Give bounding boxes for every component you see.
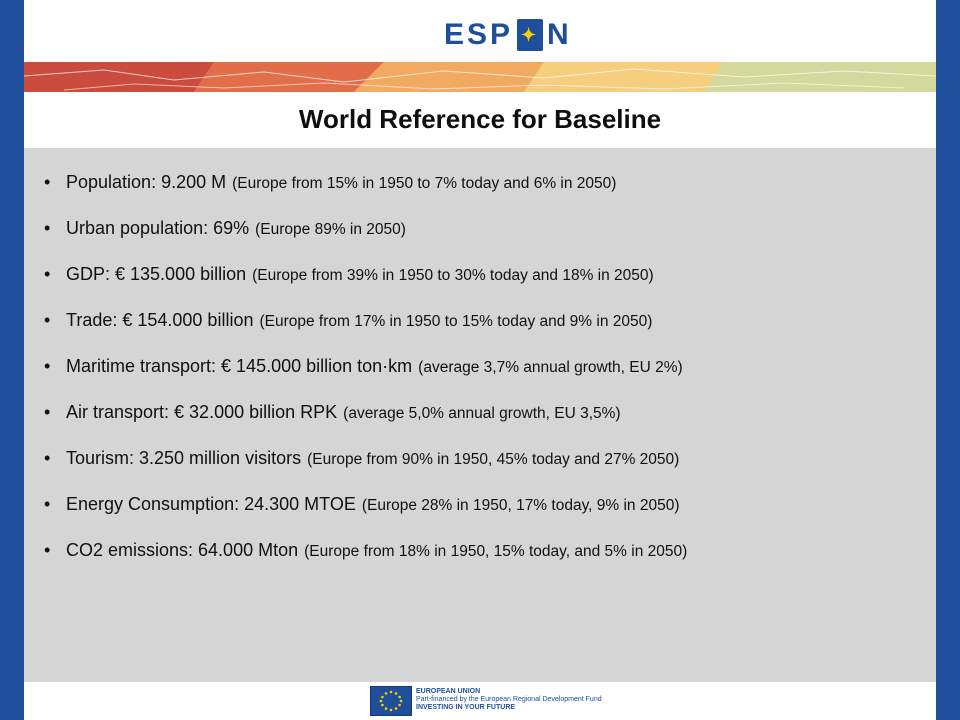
bullet-main: Trade: € 154.000 billion: [66, 310, 254, 330]
bullet-main: Energy Consumption: 24.300 MTOE: [66, 494, 356, 514]
bullet-air-transport: Air transport: € 32.000 billion RPK (ave…: [44, 402, 687, 448]
footer-line-slogan: INVESTING IN YOUR FUTURE: [416, 704, 516, 711]
bullet-note: (Europe from 18% in 1950, 15% today, and…: [304, 543, 688, 560]
content-panel: Population: 9.200 M (Europe from 15% in …: [24, 148, 936, 682]
footer-line-fund: Part-financed by the European Regional D…: [416, 696, 602, 703]
logo-text-left: ESP: [444, 18, 514, 51]
bullet-main: GDP: € 135.000 billion: [66, 264, 247, 284]
bullet-main: CO2 emissions: 64.000 Mton: [66, 540, 299, 560]
bullet-note: (Europe from 17% in 1950 to 15% today an…: [259, 313, 653, 330]
bullet-trade: Trade: € 154.000 billion (Europe from 17…: [44, 310, 687, 356]
bullet-co2-emissions: CO2 emissions: 64.000 Mton (Europe from …: [44, 540, 687, 586]
bullet-main: Maritime transport: € 145.000 billion to…: [66, 356, 413, 376]
bullet-tourism: Tourism: 3.250 million visitors (Europe …: [44, 448, 687, 494]
bullet-note: (average 3,7% annual growth, EU 2%): [418, 359, 683, 376]
bullet-note: (average 5,0% annual growth, EU 3,5%): [343, 405, 621, 422]
footer-line-eu: EUROPEAN UNION: [416, 688, 481, 695]
bullet-energy-consumption: Energy Consumption: 24.300 MTOE (Europe …: [44, 494, 687, 540]
bullet-note: (Europe 28% in 1950, 17% today, 9% in 20…: [361, 497, 680, 514]
bullet-main: Air transport: € 32.000 billion RPK: [66, 402, 338, 422]
espon-logo: ESP ✦ N: [444, 18, 572, 52]
left-frame-bar: [0, 0, 24, 720]
bullet-population: Population: 9.200 M (Europe from 15% in …: [44, 172, 687, 218]
bullet-urban-population: Urban population: 69% (Europe 89% in 205…: [44, 218, 687, 264]
footer: EUROPEAN UNION Part-financed by the Euro…: [24, 682, 936, 720]
eu-flag-icon: [370, 686, 412, 716]
bullet-note: (Europe from 15% in 1950 to 7% today and…: [232, 175, 617, 192]
bullet-main: Population: 9.200 M: [66, 172, 227, 192]
bullet-note: (Europe from 90% in 1950, 45% today and …: [307, 451, 680, 468]
bullet-gdp: GDP: € 135.000 billion (Europe from 39% …: [44, 264, 687, 310]
eu-funding-text: EUROPEAN UNION Part-financed by the Euro…: [416, 688, 602, 712]
bullet-main: Urban population: 69%: [66, 218, 250, 238]
right-frame-bar: [936, 0, 960, 720]
bullet-main: Tourism: 3.250 million visitors: [66, 448, 302, 468]
slide-title: World Reference for Baseline: [298, 104, 662, 134]
bullet-maritime-transport: Maritime transport: € 145.000 billion to…: [44, 356, 687, 402]
map-banner: [24, 62, 936, 92]
logo-text-right: N: [547, 18, 572, 51]
bullet-note: (Europe from 39% in 1950 to 30% today an…: [252, 267, 654, 284]
title-band: World Reference for Baseline: [24, 92, 936, 148]
eu-stars-icon: ✦: [517, 19, 544, 51]
bullet-note: (Europe 89% in 2050): [255, 221, 406, 238]
header: ESP ✦ N: [24, 0, 936, 63]
bullet-list: Population: 9.200 M (Europe from 15% in …: [44, 172, 687, 586]
